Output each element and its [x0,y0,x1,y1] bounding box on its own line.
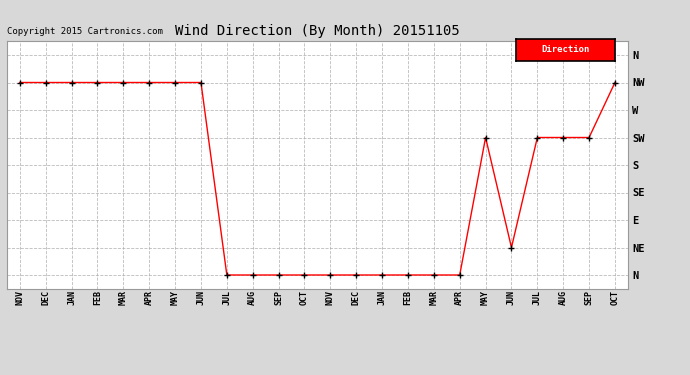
Text: Copyright 2015 Cartronics.com: Copyright 2015 Cartronics.com [7,27,163,36]
Title: Wind Direction (By Month) 20151105: Wind Direction (By Month) 20151105 [175,24,460,38]
